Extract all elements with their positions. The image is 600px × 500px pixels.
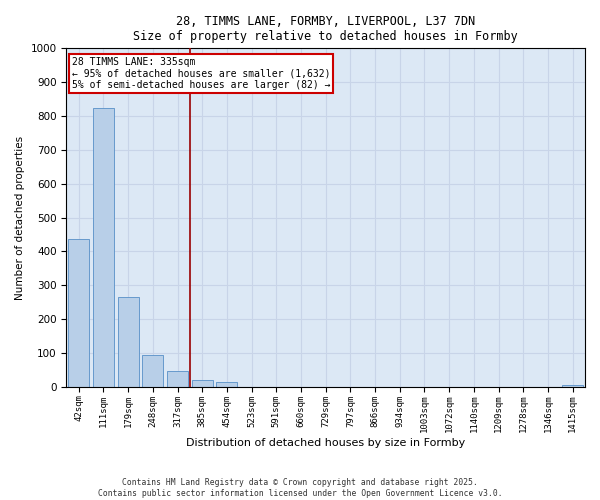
Bar xyxy=(217,382,238,386)
Bar xyxy=(93,108,114,386)
Text: Contains HM Land Registry data © Crown copyright and database right 2025.
Contai: Contains HM Land Registry data © Crown c… xyxy=(98,478,502,498)
Bar xyxy=(192,380,213,386)
X-axis label: Distribution of detached houses by size in Formby: Distribution of detached houses by size … xyxy=(186,438,466,448)
Bar xyxy=(142,354,163,386)
Bar xyxy=(562,385,583,386)
Bar xyxy=(167,372,188,386)
Y-axis label: Number of detached properties: Number of detached properties xyxy=(15,136,25,300)
Text: 28 TIMMS LANE: 335sqm
← 95% of detached houses are smaller (1,632)
5% of semi-de: 28 TIMMS LANE: 335sqm ← 95% of detached … xyxy=(71,57,330,90)
Bar xyxy=(118,297,139,386)
Bar xyxy=(68,240,89,386)
Title: 28, TIMMS LANE, FORMBY, LIVERPOOL, L37 7DN
Size of property relative to detached: 28, TIMMS LANE, FORMBY, LIVERPOOL, L37 7… xyxy=(133,15,518,43)
